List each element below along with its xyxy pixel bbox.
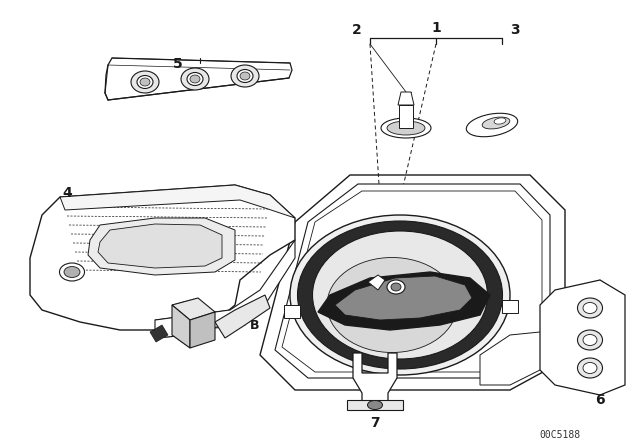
Ellipse shape xyxy=(237,69,253,82)
Ellipse shape xyxy=(381,118,431,138)
Ellipse shape xyxy=(240,72,250,80)
Ellipse shape xyxy=(64,267,80,277)
Polygon shape xyxy=(398,92,414,105)
Text: 1: 1 xyxy=(431,21,441,35)
Text: 4: 4 xyxy=(63,185,72,200)
Text: 7: 7 xyxy=(370,416,380,430)
Text: 5: 5 xyxy=(173,57,183,71)
Ellipse shape xyxy=(467,113,518,137)
Polygon shape xyxy=(215,295,270,338)
Polygon shape xyxy=(399,105,413,128)
Ellipse shape xyxy=(577,358,602,378)
Polygon shape xyxy=(98,224,222,268)
Polygon shape xyxy=(318,272,490,330)
Ellipse shape xyxy=(327,258,457,353)
Text: B: B xyxy=(250,319,259,332)
Ellipse shape xyxy=(482,117,510,129)
Ellipse shape xyxy=(312,231,488,359)
Polygon shape xyxy=(155,240,295,338)
Polygon shape xyxy=(284,305,300,318)
Ellipse shape xyxy=(131,71,159,93)
Ellipse shape xyxy=(577,298,602,318)
Polygon shape xyxy=(368,275,385,290)
Ellipse shape xyxy=(583,362,597,374)
Polygon shape xyxy=(172,305,190,348)
Polygon shape xyxy=(275,184,550,378)
Polygon shape xyxy=(105,58,292,100)
Text: 00C5188: 00C5188 xyxy=(540,430,580,440)
Polygon shape xyxy=(260,175,565,390)
Ellipse shape xyxy=(367,401,383,409)
Polygon shape xyxy=(88,218,235,275)
Polygon shape xyxy=(172,298,215,320)
Ellipse shape xyxy=(190,75,200,83)
Polygon shape xyxy=(190,312,215,348)
Ellipse shape xyxy=(494,118,506,124)
Text: 3: 3 xyxy=(510,23,520,37)
Polygon shape xyxy=(60,185,295,218)
Ellipse shape xyxy=(583,335,597,345)
Polygon shape xyxy=(347,400,403,410)
Ellipse shape xyxy=(387,121,425,135)
Ellipse shape xyxy=(187,73,203,86)
Text: 2: 2 xyxy=(352,23,362,37)
Ellipse shape xyxy=(290,215,510,375)
Polygon shape xyxy=(30,185,295,330)
Ellipse shape xyxy=(577,330,602,350)
Ellipse shape xyxy=(387,280,405,294)
Text: 6: 6 xyxy=(595,393,605,407)
Ellipse shape xyxy=(60,263,84,281)
Ellipse shape xyxy=(298,221,502,369)
Polygon shape xyxy=(480,330,560,385)
Polygon shape xyxy=(282,191,542,372)
Polygon shape xyxy=(150,325,168,342)
Ellipse shape xyxy=(181,68,209,90)
Polygon shape xyxy=(540,280,625,395)
Ellipse shape xyxy=(391,283,401,291)
Polygon shape xyxy=(353,353,397,406)
Ellipse shape xyxy=(583,302,597,314)
Polygon shape xyxy=(335,276,472,320)
Ellipse shape xyxy=(231,65,259,87)
Ellipse shape xyxy=(137,76,153,89)
Polygon shape xyxy=(502,300,518,313)
Ellipse shape xyxy=(140,78,150,86)
